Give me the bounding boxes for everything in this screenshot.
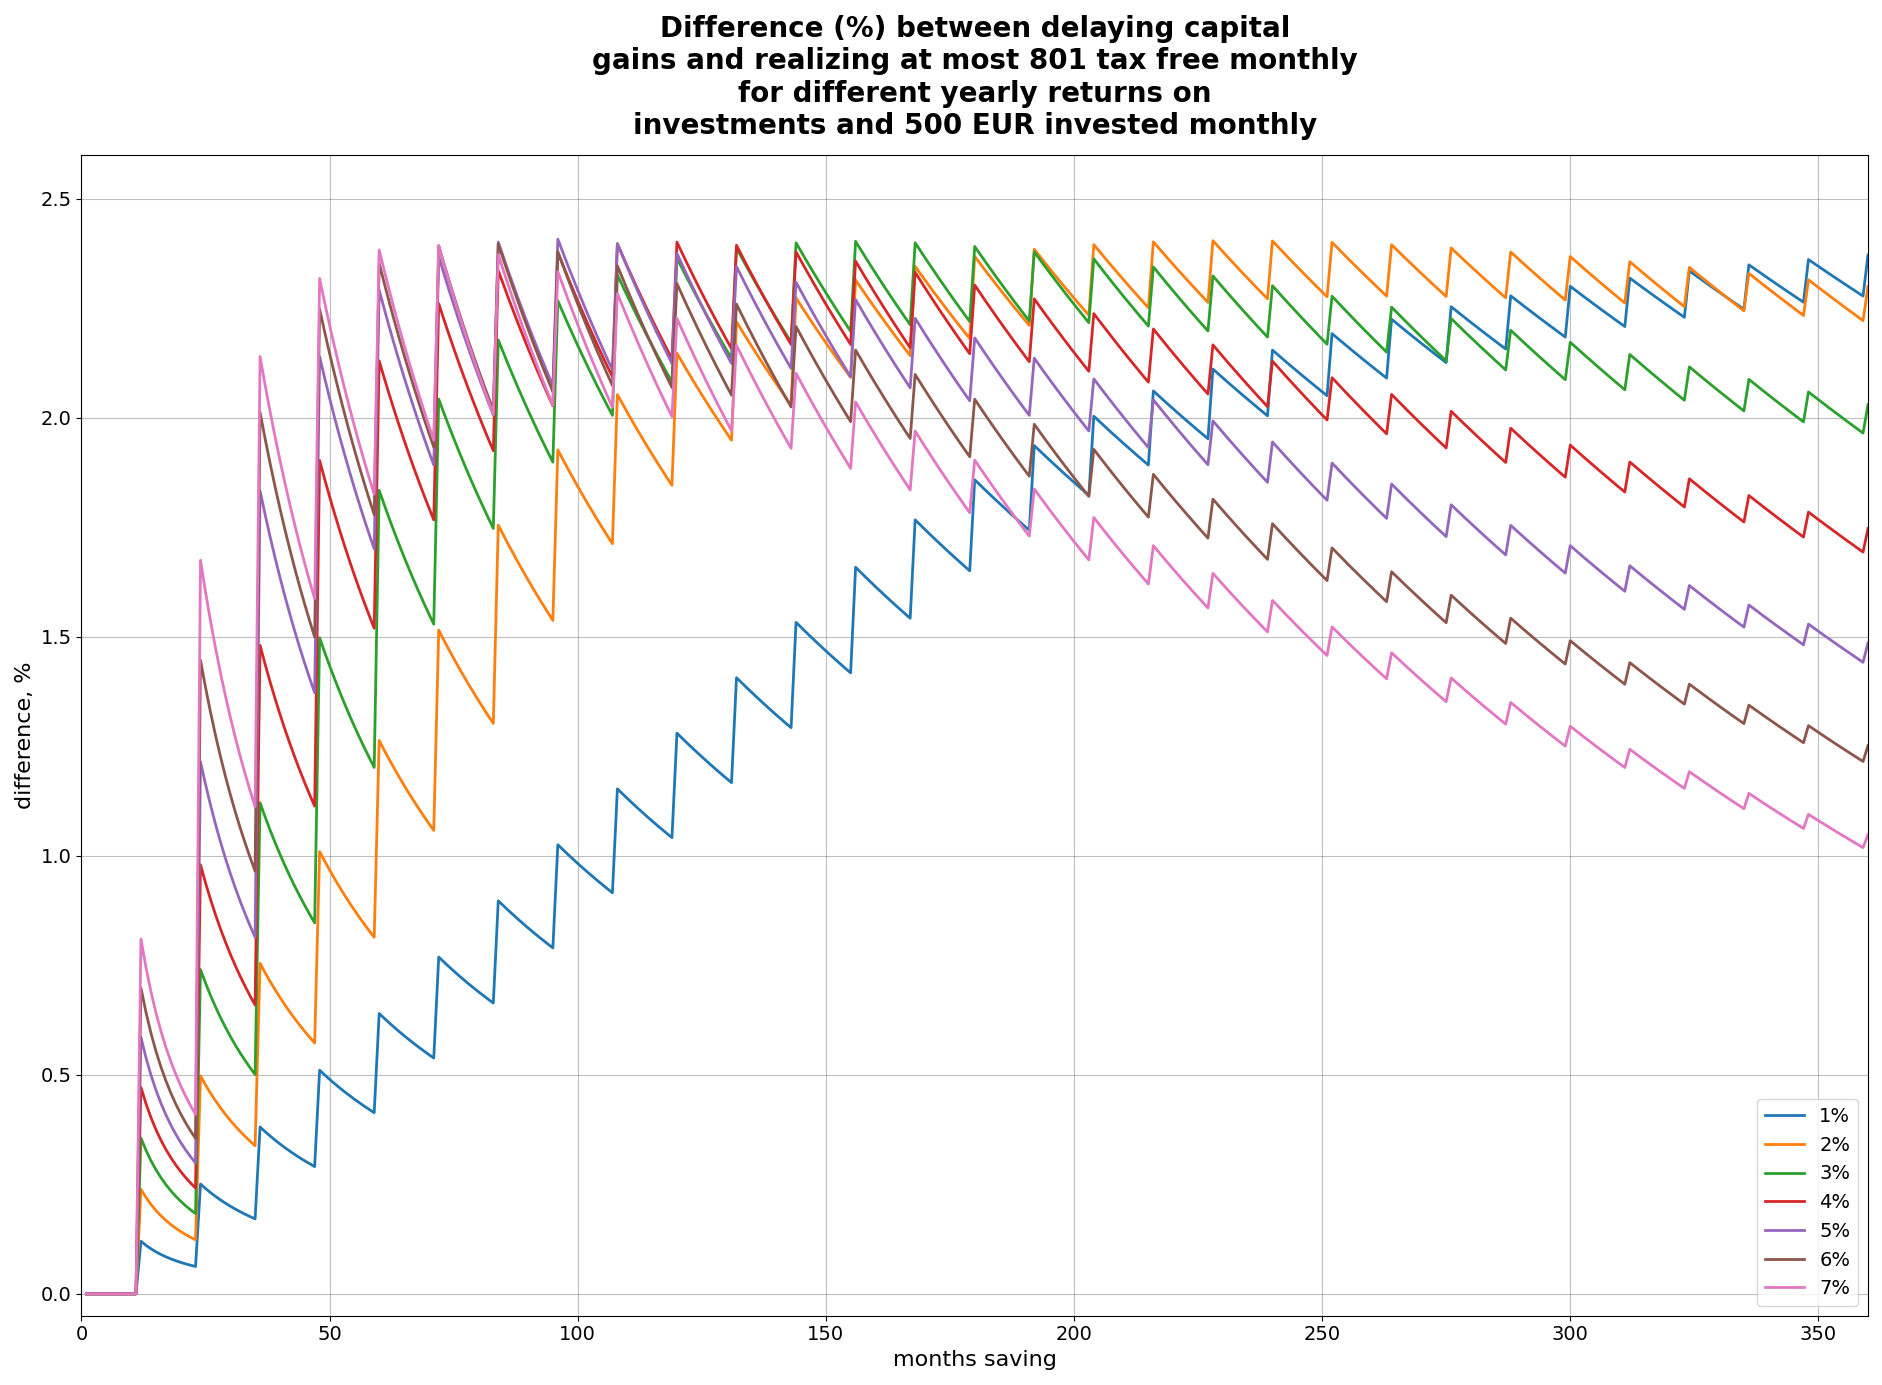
5% bbox=[700, 317, 723, 334]
2% bbox=[294, 1024, 316, 1040]
Line: 6%: 6% bbox=[87, 244, 1867, 1294]
1% bbox=[1756, 270, 1778, 287]
Line: 5%: 5% bbox=[87, 240, 1867, 1294]
Y-axis label: difference, %: difference, % bbox=[15, 662, 36, 809]
5% bbox=[858, 317, 881, 334]
6% bbox=[1762, 715, 1784, 731]
1% bbox=[606, 781, 629, 798]
7% bbox=[294, 555, 316, 572]
3% bbox=[606, 266, 629, 283]
4% bbox=[858, 277, 881, 294]
1% bbox=[664, 724, 687, 741]
5% bbox=[546, 231, 568, 248]
6% bbox=[294, 596, 316, 612]
6% bbox=[75, 1285, 98, 1302]
1% bbox=[1856, 247, 1878, 263]
3% bbox=[858, 258, 881, 274]
5% bbox=[1762, 615, 1784, 632]
4% bbox=[664, 234, 687, 251]
4% bbox=[1762, 507, 1784, 524]
3% bbox=[1856, 396, 1878, 413]
Title: Difference (%) between delaying capital
gains and realizing at most 801 tax free: Difference (%) between delaying capital … bbox=[591, 15, 1357, 140]
Line: 2%: 2% bbox=[87, 241, 1867, 1294]
2% bbox=[854, 287, 877, 303]
5% bbox=[1856, 634, 1878, 651]
3% bbox=[843, 233, 866, 249]
1% bbox=[75, 1285, 98, 1302]
X-axis label: months saving: months saving bbox=[892, 1350, 1056, 1370]
5% bbox=[670, 256, 693, 273]
Line: 3%: 3% bbox=[87, 241, 1867, 1294]
2% bbox=[1762, 284, 1784, 301]
Line: 7%: 7% bbox=[87, 245, 1867, 1294]
Line: 1%: 1% bbox=[87, 255, 1867, 1294]
6% bbox=[670, 287, 693, 303]
6% bbox=[700, 349, 723, 366]
Legend: 1%, 2%, 3%, 4%, 5%, 6%, 7%: 1%, 2%, 3%, 4%, 5%, 6%, 7% bbox=[1756, 1100, 1858, 1306]
3% bbox=[1762, 391, 1784, 407]
5% bbox=[612, 248, 634, 265]
2% bbox=[694, 395, 717, 411]
7% bbox=[700, 384, 723, 400]
1% bbox=[294, 1152, 316, 1169]
2% bbox=[1201, 233, 1223, 249]
5% bbox=[75, 1285, 98, 1302]
7% bbox=[75, 1285, 98, 1302]
2% bbox=[75, 1285, 98, 1302]
6% bbox=[487, 235, 510, 252]
2% bbox=[606, 386, 629, 403]
4% bbox=[75, 1285, 98, 1302]
3% bbox=[694, 306, 717, 323]
5% bbox=[294, 655, 316, 672]
6% bbox=[612, 270, 634, 287]
7% bbox=[858, 420, 881, 436]
6% bbox=[1856, 737, 1878, 753]
3% bbox=[294, 897, 316, 914]
4% bbox=[670, 244, 693, 260]
7% bbox=[1856, 827, 1878, 843]
2% bbox=[1856, 278, 1878, 295]
1% bbox=[694, 753, 717, 770]
7% bbox=[427, 237, 450, 253]
4% bbox=[700, 303, 723, 320]
4% bbox=[294, 774, 316, 791]
4% bbox=[1856, 521, 1878, 537]
2% bbox=[664, 345, 687, 361]
3% bbox=[664, 249, 687, 266]
7% bbox=[612, 298, 634, 314]
3% bbox=[75, 1285, 98, 1302]
4% bbox=[606, 235, 629, 252]
Line: 4%: 4% bbox=[87, 242, 1867, 1294]
7% bbox=[1762, 802, 1784, 819]
6% bbox=[858, 367, 881, 384]
7% bbox=[670, 321, 693, 338]
1% bbox=[854, 569, 877, 586]
